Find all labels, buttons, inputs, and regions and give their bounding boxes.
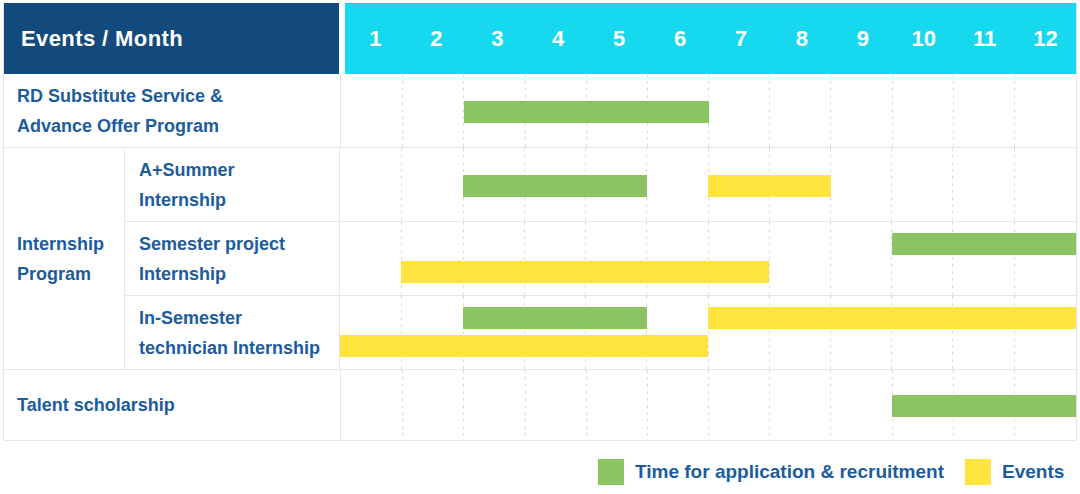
recruitment-swatch-icon xyxy=(598,459,624,485)
legend-item-recruitment: Time for application & recruitment xyxy=(598,459,944,485)
gantt-bar-recruitment xyxy=(463,175,647,197)
row-talent-scholarship: Talent scholarship xyxy=(4,370,1076,440)
row-group-internship-program: Internship Program A+Summer Internship S… xyxy=(4,148,1076,370)
row-label-semester-project-internship: Semester project Internship xyxy=(125,222,340,295)
internship-schedule-gantt: Events / Month 123456789101112 RD Substi… xyxy=(0,0,1080,494)
month-label-10: 10 xyxy=(893,3,954,74)
gantt-bar-events xyxy=(708,175,831,197)
events-month-header-cell: Events / Month xyxy=(4,3,339,74)
month-header-row: 123456789101112 xyxy=(345,3,1076,74)
label-line: Program xyxy=(17,259,124,289)
month-label-6: 6 xyxy=(650,3,711,74)
month-label-9: 9 xyxy=(832,3,893,74)
row-label-in-semester-technician-internship: In-Semester technician Internship xyxy=(125,296,340,370)
gantt-bar-recruitment xyxy=(892,395,1076,417)
group-label-internship-program: Internship Program xyxy=(4,148,125,369)
month-label-7: 7 xyxy=(711,3,772,74)
label-line: RD Substitute Service & xyxy=(17,81,340,111)
month-label-11: 11 xyxy=(954,3,1015,74)
gantt-bar-recruitment xyxy=(464,101,709,123)
events-swatch-icon xyxy=(965,459,991,485)
row-a-summer-internship: A+Summer Internship xyxy=(125,148,1076,222)
table-header-row: Events / Month 123456789101112 xyxy=(4,3,1076,74)
month-label-2: 2 xyxy=(406,3,467,74)
gantt-bar-recruitment xyxy=(463,307,647,329)
label-line: Talent scholarship xyxy=(17,390,340,420)
row-label-rd-substitute: RD Substitute Service & Advance Offer Pr… xyxy=(4,74,341,147)
chart-area-rd-substitute xyxy=(341,74,1076,147)
legend-item-events: Events xyxy=(965,459,1064,485)
month-label-8: 8 xyxy=(771,3,832,74)
month-label-5: 5 xyxy=(589,3,650,74)
label-line: A+Summer xyxy=(139,155,339,185)
row-rd-substitute: RD Substitute Service & Advance Offer Pr… xyxy=(4,74,1076,148)
label-line: Semester project xyxy=(139,229,339,259)
row-semester-project-internship: Semester project Internship xyxy=(125,222,1076,296)
legend: Time for application & recruitment Event… xyxy=(598,459,1064,485)
schedule-table: Events / Month 123456789101112 RD Substi… xyxy=(3,3,1077,441)
group-subrows: A+Summer Internship Semester project Int… xyxy=(125,148,1076,369)
row-label-talent-scholarship: Talent scholarship xyxy=(4,370,341,440)
label-line: Internship xyxy=(17,229,124,259)
gantt-bar-recruitment xyxy=(892,233,1076,255)
month-label-3: 3 xyxy=(467,3,528,74)
legend-label-events: Events xyxy=(1002,461,1064,483)
month-label-4: 4 xyxy=(528,3,589,74)
chart-area-in-semester-technician-internship xyxy=(340,296,1076,370)
gantt-bar-events xyxy=(708,307,1076,329)
legend-label-recruitment: Time for application & recruitment xyxy=(635,461,944,483)
row-in-semester-technician-internship: In-Semester technician Internship xyxy=(125,296,1076,370)
gantt-bar-events xyxy=(340,335,708,357)
label-line: Advance Offer Program xyxy=(17,111,340,141)
chart-area-a-summer-internship xyxy=(340,148,1076,221)
chart-area-semester-project-internship xyxy=(340,222,1076,295)
month-label-1: 1 xyxy=(345,3,406,74)
label-line: technician Internship xyxy=(139,333,339,363)
row-label-a-summer-internship: A+Summer Internship xyxy=(125,148,340,221)
month-label-12: 12 xyxy=(1015,3,1076,74)
label-line: Internship xyxy=(139,259,339,289)
label-line: Internship xyxy=(139,185,339,215)
gantt-bar-events xyxy=(401,261,769,283)
label-line: In-Semester xyxy=(139,303,339,333)
chart-area-talent-scholarship xyxy=(341,370,1076,440)
